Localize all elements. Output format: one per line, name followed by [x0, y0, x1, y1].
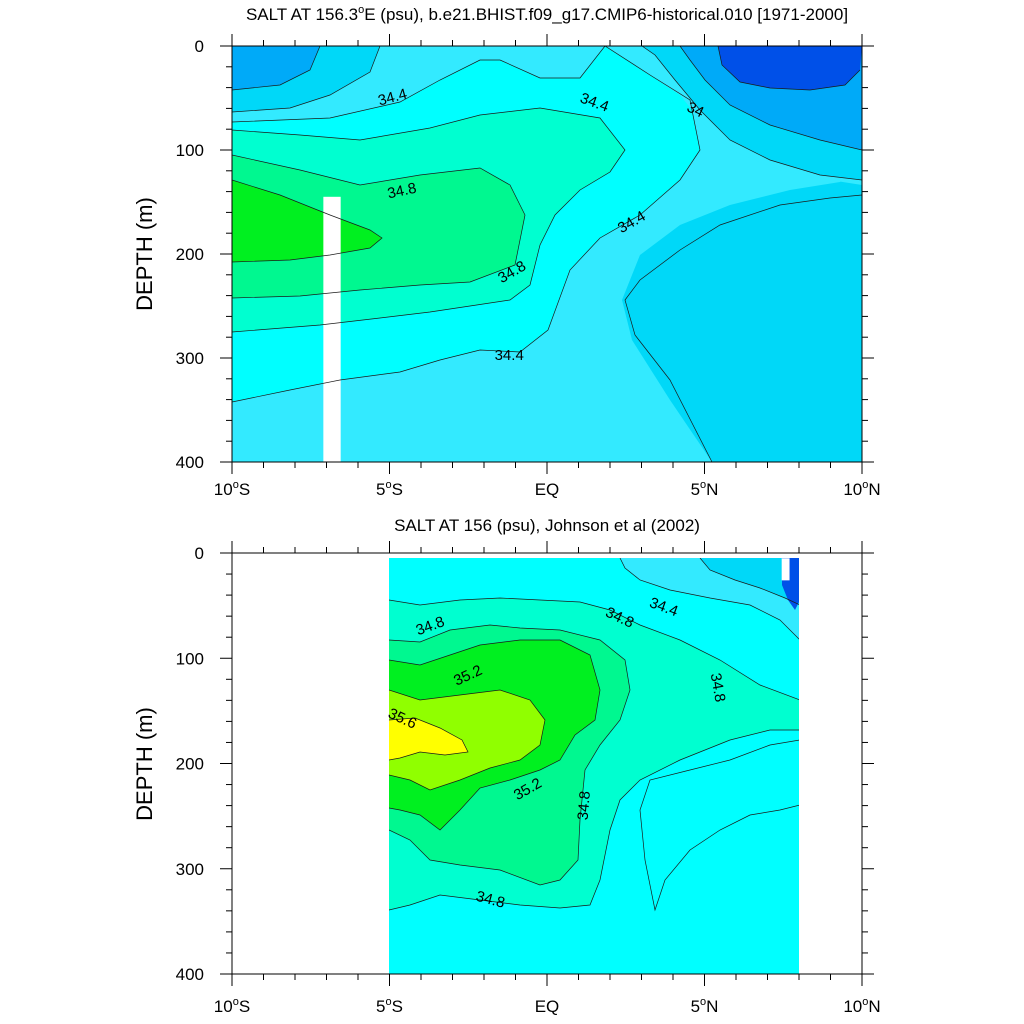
x-tick-label: 10oS: [214, 996, 250, 1016]
contour-line: [641, 46, 862, 181]
y-tick-label: 300: [176, 860, 204, 879]
contour-line: [232, 46, 381, 113]
panel-bottom-axes: 0 100 200 300 400 10oS 5oS EQ 5oN 10oN: [176, 541, 881, 1016]
contour-label: 34.4: [495, 347, 524, 364]
contour-line: [639, 739, 799, 912]
field-34-2-nw: [232, 46, 320, 90]
field-33-8-ne: [718, 46, 862, 90]
field-34-6-east: [640, 740, 799, 910]
y-tick-label: 200: [176, 755, 204, 774]
contour-line: [389, 597, 799, 700]
field-35-0: [232, 155, 525, 298]
field-34-4-nw: [232, 46, 380, 112]
contour-line: [679, 46, 862, 151]
contour-label: 34.8: [707, 672, 729, 704]
contour-label: 34.8: [474, 888, 507, 912]
contour-line: [624, 194, 862, 462]
contour-line: [232, 46, 606, 123]
panel-top: SALT AT 156.3oE (psu), b.e21.BHIST.f09_g…: [132, 4, 881, 499]
y-tick-label: 100: [176, 141, 204, 160]
x-tick-label: 10oN: [843, 996, 880, 1016]
x-tick-label: EQ: [535, 480, 560, 499]
contour-label: 34.8: [575, 790, 594, 821]
x-tick-label: 5oN: [691, 996, 719, 1016]
panel-top-ylabel: DEPTH (m): [132, 197, 157, 311]
field-34-2-deep: [625, 195, 862, 462]
missing-data-column: [323, 196, 341, 462]
y-tick-label: 400: [176, 965, 204, 984]
y-tick-label: 0: [195, 544, 204, 563]
x-tick-label: EQ: [535, 997, 560, 1016]
panel-bottom-ylabel: DEPTH (m): [132, 707, 157, 821]
field-34-2-ne: [700, 558, 799, 605]
contour-line: [232, 46, 321, 91]
y-tick-label: 200: [176, 245, 204, 264]
y-tick-label: 100: [176, 649, 204, 668]
x-tick-label: 5oS: [376, 996, 403, 1016]
y-tick-label: 300: [176, 349, 204, 368]
contour-line: [619, 558, 799, 640]
contour-line: [232, 107, 626, 333]
contour-label: 34.4: [376, 85, 409, 109]
panel-top-contour-fields: [232, 46, 862, 462]
contour-line: [389, 639, 601, 831]
contour-line: [389, 717, 469, 761]
contour-line: [389, 689, 546, 791]
x-tick-label: 5oN: [691, 479, 719, 499]
contour-line: [389, 729, 799, 911]
x-tick-label: 10oS: [214, 479, 250, 499]
field-35-4: [389, 690, 545, 790]
contour-line: [232, 179, 383, 263]
contour-line: [232, 154, 526, 299]
panel-bottom: SALT AT 156 (psu), Johnson et al (2002): [132, 516, 881, 1016]
panel-top-axes: 0 100 200 300 400 10oS 5oS EQ 5oN 10oN: [176, 34, 881, 499]
contour-line: [699, 558, 799, 605]
y-tick-label: 400: [176, 453, 204, 472]
panel-bottom-title: SALT AT 156 (psu), Johnson et al (2002): [394, 516, 700, 535]
contour-label: 34.8: [386, 180, 418, 203]
y-tick-label: 0: [195, 37, 204, 56]
x-tick-label: 5oS: [376, 479, 403, 499]
panel-bottom-contour-labels: 34.8 34.8 34.435.2 34.835.635.234.834.8: [385, 594, 728, 912]
missing-data-notch: [781, 558, 790, 581]
field-35-2: [232, 180, 382, 262]
panel-top-title: SALT AT 156.3oE (psu), b.e21.BHIST.f09_g…: [246, 4, 848, 24]
contour-line: [389, 624, 631, 886]
contour-line: [232, 46, 701, 403]
contour-label: 34: [684, 99, 706, 121]
x-tick-label: 10oN: [843, 479, 880, 499]
field-35-6: [389, 718, 468, 760]
panel-bottom-contour-fields: [389, 558, 799, 974]
contour-line: [717, 46, 861, 91]
